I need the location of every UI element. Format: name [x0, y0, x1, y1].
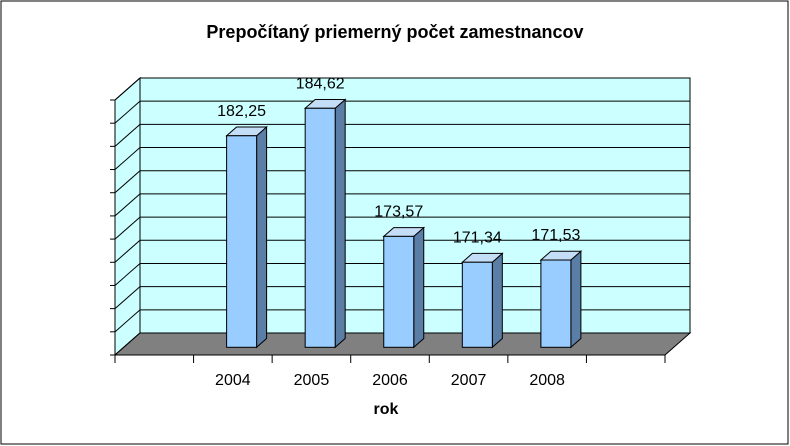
chart-title: Prepočítaný priemerný počet zamestnancov	[206, 22, 583, 42]
grid-line	[114, 77, 141, 101]
grid-line	[114, 239, 141, 263]
x-tick-label: 2008	[529, 372, 565, 389]
grid-line	[114, 216, 141, 240]
data-label: 171,34	[453, 229, 502, 246]
data-label: 184,62	[296, 76, 345, 93]
grid-line	[114, 193, 141, 217]
x-tick-label: 2005	[294, 372, 330, 389]
bar	[304, 107, 336, 348]
x-tick-label: 2006	[372, 372, 408, 389]
x-tick-label: 2004	[215, 372, 251, 389]
data-label: 171,53	[531, 227, 580, 244]
x-tick-label: 2007	[451, 372, 487, 389]
data-label: 173,57	[374, 204, 423, 221]
bar	[461, 261, 493, 348]
data-label: 182,25	[217, 103, 266, 120]
grid-line	[114, 170, 141, 194]
grid-line	[114, 263, 141, 286]
bar	[540, 259, 572, 348]
grid-line	[114, 286, 141, 310]
grid-line	[114, 123, 141, 147]
grid-line	[114, 100, 141, 124]
bar	[383, 235, 415, 348]
bar-side	[413, 226, 425, 349]
bar-side	[256, 125, 268, 349]
grid-line	[114, 147, 141, 170]
bar	[226, 135, 258, 348]
x-axis-label: rok	[374, 401, 399, 418]
bar-side	[491, 252, 503, 349]
bar-side	[334, 98, 346, 349]
grid-line	[114, 309, 141, 333]
bar-side	[570, 250, 582, 349]
